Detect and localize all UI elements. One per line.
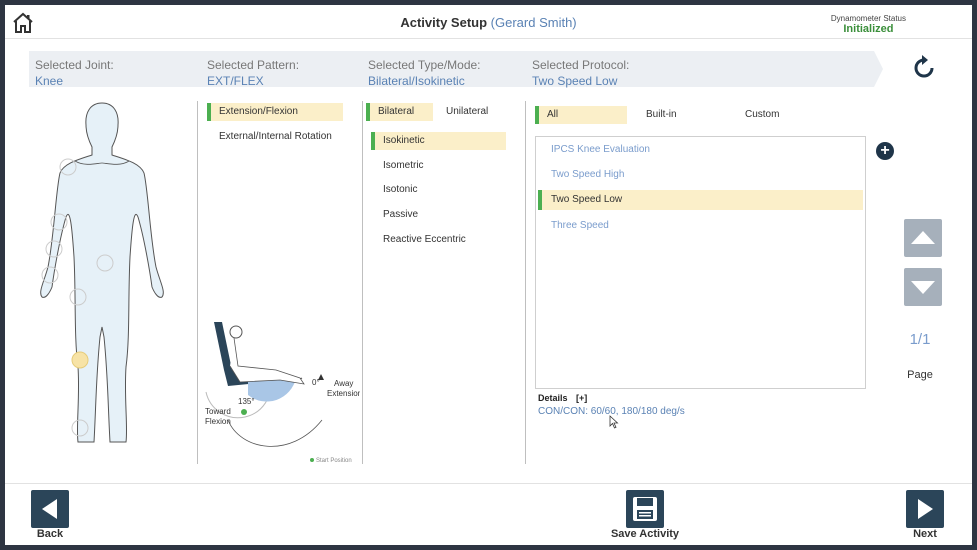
next-arrow-icon [918, 499, 933, 519]
dynamometer-status-label: Dynamometer Status [830, 14, 906, 23]
pattern-option-extension-flexion[interactable]: Extension/Flexion [207, 103, 343, 121]
side-toggle-bilateral[interactable]: Bilateral [366, 103, 433, 121]
protocol-item-two-speed-low[interactable]: Two Speed Low [538, 190, 863, 210]
selected-pattern-value: EXT/FLEX [207, 74, 264, 88]
mode-option-isokinetic[interactable]: Isokinetic [371, 132, 506, 150]
joint-marker-knee [71, 351, 89, 369]
protocol-item-ipcs-knee-evaluation[interactable]: IPCS Knee Evaluation [551, 144, 650, 155]
joint-marker-hip [69, 288, 87, 306]
joint-marker-spine [96, 254, 114, 272]
selected-joint: Selected Joint: Knee [35, 57, 114, 89]
activity-setup-screen: Activity Setup (Gerard Smith) Dynamomete… [5, 5, 972, 545]
details-value: CON/CON: 60/60, 180/180 deg/s [538, 406, 685, 417]
diagram-start-position: Start Position [316, 458, 352, 464]
diagram-away-extension-line1: Away [334, 379, 353, 388]
next-button[interactable] [906, 490, 944, 528]
pattern-option-external-internal-rotation[interactable]: External/Internal Rotation [219, 131, 332, 142]
diagram-toward-flexion-line1: Toward [205, 407, 231, 416]
header: Activity Setup (Gerard Smith) Dynamomete… [5, 5, 972, 39]
joint-marker-elbow [50, 213, 68, 231]
column-divider-3 [525, 101, 526, 464]
page-down-button[interactable] [904, 268, 942, 306]
diagram-toward-flexion-line2: Flexion [205, 417, 231, 426]
back-label: Back [36, 528, 64, 540]
diagram-away-extension-line2: Extension [327, 389, 360, 398]
protocol-item-two-speed-high[interactable]: Two Speed High [551, 169, 625, 180]
mouse-cursor-icon [609, 415, 619, 429]
save-activity-button[interactable] [626, 490, 664, 528]
details-header[interactable]: Details [+] [538, 393, 587, 403]
details-label: Details [538, 393, 568, 403]
next-label: Next [913, 528, 937, 540]
page-up-button[interactable] [904, 219, 942, 257]
dynamometer-status: Dynamometer Status Initialized [831, 13, 906, 35]
body-outline [40, 102, 164, 443]
footer [5, 483, 972, 545]
selected-joint-value: Knee [35, 74, 64, 88]
range-of-motion-diagram: 135° 0° Toward Flexion Away Extension St… [205, 322, 360, 464]
details-toggle[interactable]: [+] [576, 393, 588, 403]
selection-summary-bar [29, 51, 874, 87]
title-text: Activity Setup [400, 15, 488, 30]
patient-name: (Gerard Smith) [490, 15, 577, 30]
mode-option-reactive-eccentric[interactable]: Reactive Eccentric [383, 234, 466, 245]
column-divider-1 [197, 101, 198, 464]
protocol-filter-custom[interactable]: Custom [745, 109, 780, 120]
reset-icon[interactable] [910, 54, 938, 82]
mode-option-passive[interactable]: Passive [383, 209, 419, 220]
joint-marker-forearm [45, 240, 63, 258]
selected-protocol-value: Two Speed Low [532, 74, 618, 88]
mode-option-isotonic[interactable]: Isotonic [383, 184, 418, 195]
selected-pattern-label: Selected Pattern: [207, 58, 300, 72]
protocol-item-three-speed[interactable]: Three Speed [551, 220, 609, 231]
page-title: Activity Setup (Gerard Smith) [5, 15, 972, 30]
home-icon[interactable] [11, 11, 35, 35]
add-protocol-icon[interactable]: + [876, 142, 894, 160]
selected-protocol: Selected Protocol: Two Speed Low [532, 57, 629, 89]
selection-bar-arrow [874, 51, 883, 87]
selected-type-value: Bilateral/Isokinetic [368, 74, 465, 88]
joint-marker-wrist [41, 266, 59, 284]
save-icon [633, 497, 657, 521]
column-divider-2 [362, 101, 363, 464]
save-activity-label: Save Activity [610, 528, 680, 540]
dynamometer-status-value: Initialized [843, 23, 894, 35]
diagram-angle-max: 135° [238, 397, 255, 406]
selected-protocol-label: Selected Protocol: [532, 58, 630, 72]
mode-option-isometric[interactable]: Isometric [383, 160, 424, 171]
selected-pattern: Selected Pattern: EXT/FLEX [207, 57, 299, 89]
protocol-filter-built-in[interactable]: Built-in [646, 109, 677, 120]
protocol-filter-all[interactable]: All [535, 106, 627, 124]
body-figure [40, 102, 164, 443]
selected-type-label: Selected Type/Mode: [368, 58, 481, 72]
back-button[interactable] [31, 490, 69, 528]
joint-marker-ankle [71, 419, 89, 437]
selected-type: Selected Type/Mode: Bilateral/Isokinetic [368, 57, 481, 89]
protocol-list: IPCS Knee Evaluation Two Speed High Two … [535, 136, 866, 389]
diagram-angle-zero: 0° [312, 378, 320, 387]
back-arrow-icon [42, 499, 57, 519]
page-label: Page [907, 369, 933, 381]
selected-joint-label: Selected Joint: [35, 58, 114, 72]
side-toggle-unilateral[interactable]: Unilateral [446, 106, 489, 117]
joint-marker-shoulder [59, 158, 77, 176]
page-number: 1/1 [909, 331, 931, 348]
